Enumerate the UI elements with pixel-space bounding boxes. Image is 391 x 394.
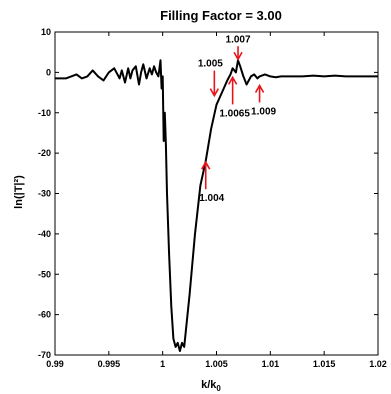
svg-text:k/k0: k/k0: [201, 379, 221, 393]
x-tick-label: 1.02: [369, 359, 387, 369]
annotation-label: 1.005: [198, 59, 223, 70]
x-tick-label: 0.995: [98, 359, 121, 369]
x-tick-label: 1: [160, 359, 165, 369]
annotation-arrow: 1.0065: [219, 75, 250, 119]
annotation-label: 1.004: [199, 193, 224, 204]
y-tick-label: 10: [41, 27, 51, 37]
annotation-label: 1.009: [251, 106, 276, 117]
x-tick-label: 1.01: [262, 359, 280, 369]
annotation-arrow: 1.007: [226, 34, 251, 61]
y-tick-label: 0: [46, 67, 51, 77]
y-tick-label: -50: [38, 269, 51, 279]
y-tick-label: -20: [38, 148, 51, 158]
chart-title: Filling Factor = 3.00: [160, 8, 282, 23]
y-axis-label: ln(|T|²): [13, 175, 25, 209]
annotation-label: 1.0065: [219, 108, 250, 119]
y-tick-label: -40: [38, 229, 51, 239]
y-tick-label: -30: [38, 189, 51, 199]
ticks-layer: 0.99 0.995 1 1.005 1.01 1.015 1.02 10 0 -10 -20 -30…: [38, 27, 387, 369]
x-axis-label-main: k/k: [201, 379, 217, 391]
x-tick-label: 1.015: [313, 359, 336, 369]
y-tick-label: -70: [38, 350, 51, 360]
arrow-head: [254, 83, 265, 93]
y-tick-label: -60: [38, 310, 51, 320]
annotations-layer: 1.005 1.007 1.0065 1.009 1.004: [198, 34, 277, 204]
plot-frame: [54, 31, 379, 356]
y-tick-label: -10: [38, 108, 51, 118]
x-tick-label: 0.99: [46, 359, 64, 369]
arrow-head: [201, 160, 211, 170]
x-axis-label: k/k0: [201, 379, 221, 393]
series-line: [55, 59, 378, 352]
x-tick-label: 1.005: [205, 359, 228, 369]
annotation-arrow: 1.004: [199, 160, 225, 204]
annotation-arrow: 1.005: [198, 59, 223, 98]
arrow-head: [233, 51, 243, 61]
arrow-head: [209, 88, 220, 98]
annotation-label: 1.007: [226, 34, 251, 45]
x-axis-label-subscript: 0: [216, 384, 221, 393]
arrow-head: [227, 75, 238, 85]
series-layer: [55, 59, 378, 352]
annotation-arrow: 1.009: [251, 83, 277, 117]
